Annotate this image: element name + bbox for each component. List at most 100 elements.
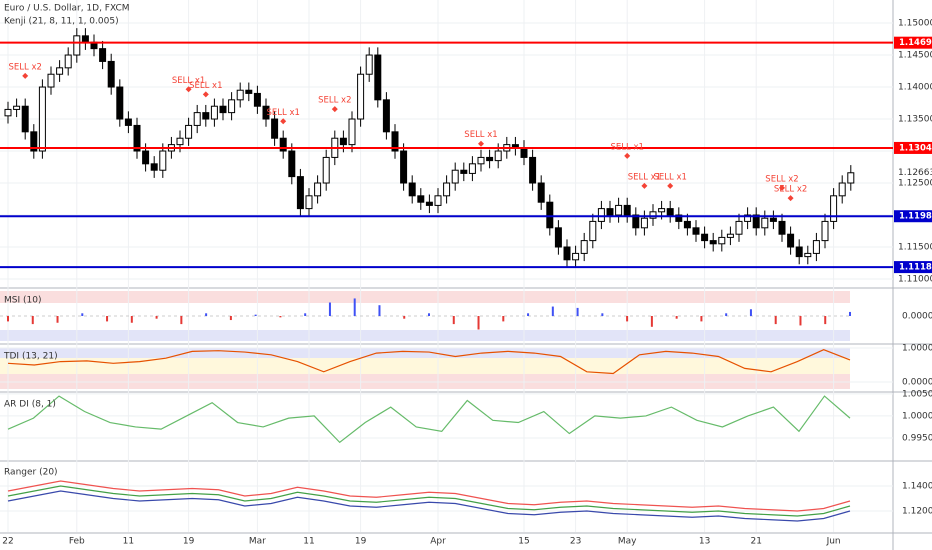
candle-body [202,112,210,120]
y-tick-label: 1.14500 [898,51,932,61]
y-tick-label: 1.14000 [902,482,932,492]
bar [824,316,827,325]
msi-upper-zone [0,291,850,303]
panel-title: MSI (10) [4,296,41,306]
candle-body [563,246,571,261]
candle-body [606,208,614,216]
candle-body [701,233,709,242]
candle-body [812,240,820,254]
candle-body [159,150,167,171]
bar [56,316,59,323]
candle-body [838,182,846,197]
x-tick-label: Feb [69,537,85,547]
candle-body [692,227,700,235]
sell-label: SELL x1 [464,130,497,140]
bar [279,316,282,318]
bar [106,316,109,322]
candle-body [744,214,752,222]
bar [551,306,554,316]
candle-body [443,182,451,197]
sell-label: SELL x2 [774,185,807,195]
panel-title: TDI (13, 21) [3,352,58,362]
x-tick-label: May [618,537,637,547]
level-label: 1.14693 [899,38,932,48]
candle-body [546,201,554,229]
candle-body [107,60,115,88]
candle-body [73,35,81,56]
candle-body [537,182,545,203]
bar [328,302,331,316]
candle-body [795,246,803,258]
bar [774,316,777,325]
y-tick-label: 1.13500 [898,115,932,125]
candle-body [451,169,459,184]
bar [403,316,406,319]
sell-marker [185,86,192,93]
x-tick-label: Mar [249,537,266,547]
candle-body [821,220,829,242]
candle-body [494,150,502,162]
candle-body [709,240,717,245]
candle-body [13,105,21,110]
candle-body [116,86,124,120]
indicator-label: Kenji (21, 8, 11, 1, 0.005) [4,17,119,27]
candle-body [769,217,777,222]
y-tick-label: 1.12000 [902,507,932,517]
candle-body [314,182,322,197]
bar [229,316,232,321]
candle-body [279,137,287,152]
candle-body [133,124,141,152]
candle-body [64,54,72,69]
candle-body [718,236,726,245]
candle-body [675,214,683,222]
candle-body [666,208,674,216]
candle-body [288,150,296,178]
level-tag [894,141,932,154]
candle-body [761,217,769,229]
candle-body [38,86,46,152]
bar [353,298,356,316]
candle-body [365,54,373,75]
bar [601,313,604,316]
bar [254,314,257,316]
candle-body [468,163,476,174]
x-tick-label: 11 [123,537,134,547]
candle-body [434,195,442,206]
bar [428,313,430,316]
sell-label: SELL x1 [611,142,644,152]
bar [7,316,9,322]
indicator-line [7,395,851,444]
indicator-line [7,490,851,522]
candle-body [408,182,416,197]
candle-body [193,112,201,126]
candle-body [391,131,399,152]
y-tick-label: 0.99500 [902,433,932,443]
bar [849,311,851,316]
candle-body [830,195,838,222]
candle-body [640,217,648,229]
bar [477,316,480,330]
candle-body [21,105,29,133]
candle-body [554,227,562,248]
candle-body [219,105,227,114]
level-label: 1.11186 [899,263,932,273]
indicator-line [7,485,851,517]
candle-body [735,220,743,235]
candle-body [477,156,485,165]
sell-marker [624,152,631,159]
sell-marker [202,91,209,98]
bar [502,316,505,322]
tdi-middle-zone [0,358,850,374]
sell-marker [478,140,484,147]
x-tick-label: 22 [2,537,13,547]
bar [304,313,307,316]
candle-body [589,220,597,242]
candle-body [486,156,494,162]
sell-label: SELL x1 [267,108,300,118]
sell-label: SELL x1 [189,81,222,91]
candle-body [176,137,184,146]
candle-body [632,214,640,229]
